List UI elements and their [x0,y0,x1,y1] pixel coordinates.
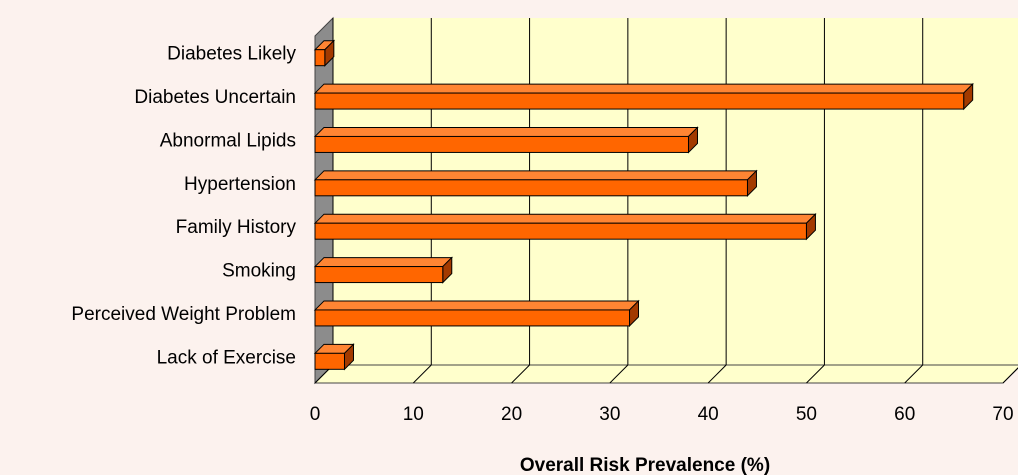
category-label: Perceived Weight Problem [71,304,296,325]
x-axis-title: Overall Risk Prevalence (%) [520,455,770,475]
bar-top [313,257,453,268]
category-label: Hypertension [184,174,296,195]
bar-front [314,309,631,327]
x-tick-label: 70 [992,404,1013,425]
bar [313,299,640,328]
bar [313,39,336,67]
left-wall [314,16,334,385]
x-tick-label: 50 [796,404,817,425]
plot-back-wall [313,16,1018,385]
x-tick-label: 20 [501,404,522,425]
bar [313,82,974,111]
bar-front [314,92,965,110]
floor-gridline [412,364,432,384]
x-tick-labels: 0 10 20 30 40 50 60 70 [310,404,1014,425]
floor-gridline [609,364,629,384]
bar-top [313,83,974,94]
bar [313,169,758,198]
floor-gridline [511,364,530,384]
bar-front [314,49,326,67]
x-tick-label: 10 [403,404,424,425]
floor-gridline [707,364,727,384]
bar-front [314,179,748,197]
bar-front [314,222,807,240]
bars [313,39,974,371]
bar-front [314,135,689,153]
bar-top [313,213,817,224]
category-labels: Diabetes Likely Diabetes Uncertain Abnorma… [71,44,296,369]
floor-gridline [1002,367,1018,384]
bar [313,212,817,241]
x-tick-label: 0 [310,404,321,425]
bar-top [313,170,758,181]
x-tick-label: 30 [599,404,620,425]
floor-gridline [806,364,825,384]
category-label: Diabetes Uncertain [134,87,296,108]
category-label: Lack of Exercise [157,347,296,368]
bar [313,343,355,371]
category-label: Diabetes Likely [167,44,296,65]
bar-front [314,266,444,284]
category-label: Abnormal Lipids [160,130,296,151]
bar-top [313,126,699,137]
x-tick-label: 40 [698,404,719,425]
floor [313,364,1018,384]
category-label: Smoking [222,261,296,282]
bar [313,256,453,284]
bar [313,126,699,154]
floor-gridline [904,364,924,384]
bar-top [313,300,640,311]
x-tick-label: 60 [894,404,915,425]
category-label: Family History [176,217,297,238]
bar-front [314,352,345,370]
